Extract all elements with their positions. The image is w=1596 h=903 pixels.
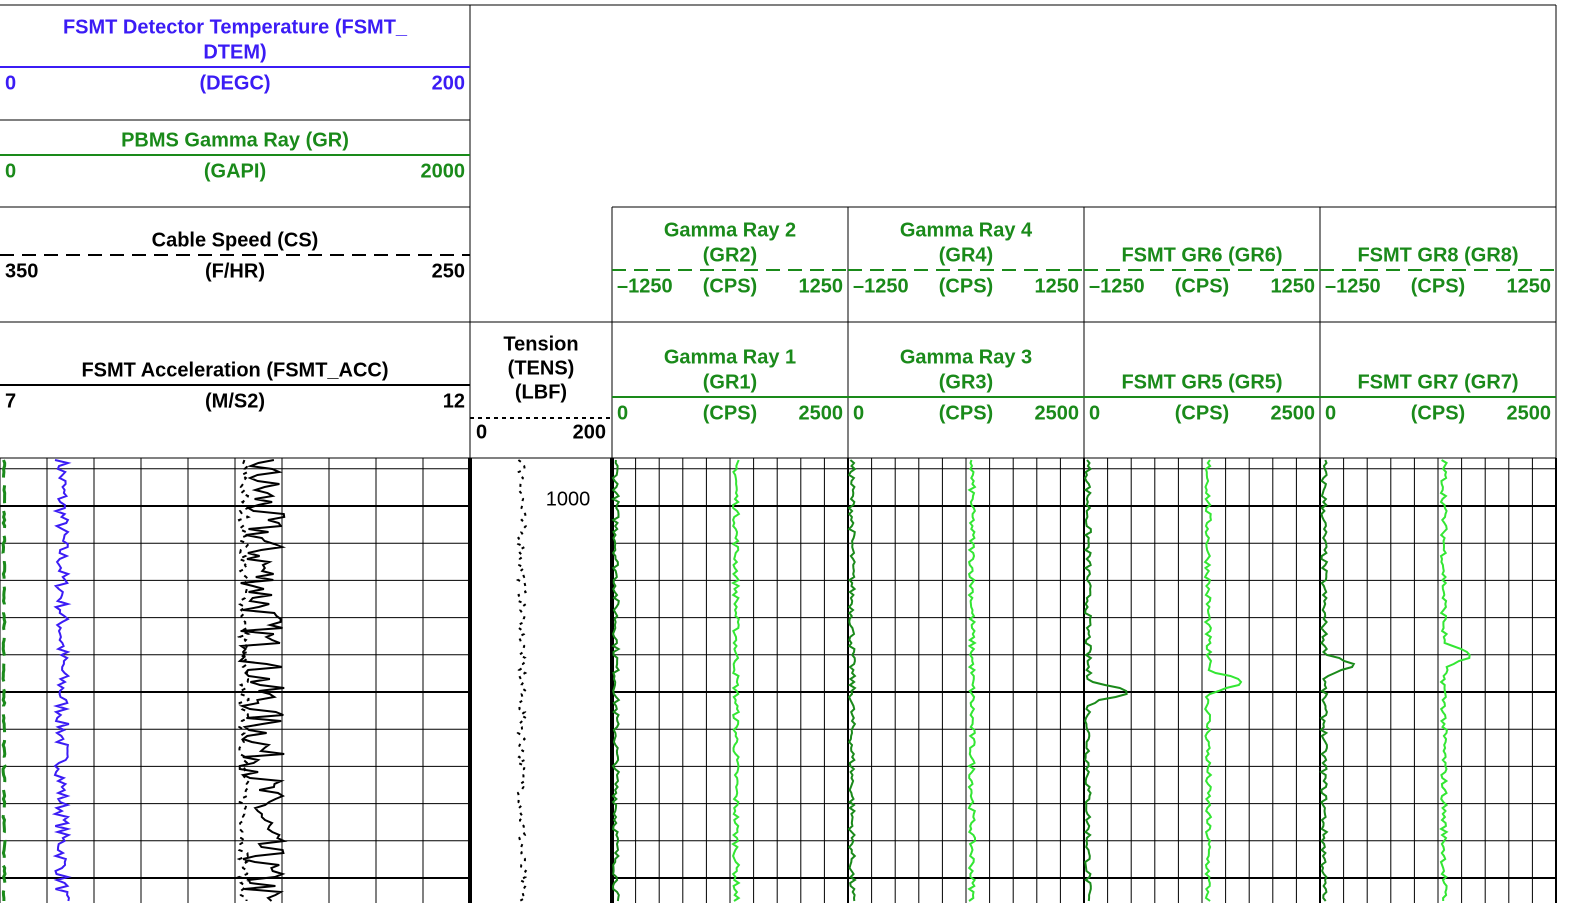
scale-right: 1250 xyxy=(1271,275,1316,297)
log-curve xyxy=(237,459,288,902)
header-title: Gamma Ray 2 xyxy=(664,219,796,241)
header-title: (GR4) xyxy=(939,244,993,266)
scale-left: –1250 xyxy=(1089,275,1145,297)
scale-right: 200 xyxy=(432,72,465,94)
log-curve xyxy=(847,459,857,902)
header-title: Tension xyxy=(503,333,578,355)
log-curve xyxy=(51,459,72,902)
scale-right: 12 xyxy=(443,390,465,412)
scale-left: 0 xyxy=(1089,402,1100,424)
header-title: Gamma Ray 1 xyxy=(664,346,796,368)
log-curve xyxy=(1319,459,1356,902)
header-title: (GR3) xyxy=(939,371,993,393)
scale-unit: (GAPI) xyxy=(204,160,266,182)
header-title: FSMT GR5 (GR5) xyxy=(1121,371,1282,393)
scale-left: 7 xyxy=(5,390,16,412)
scale-left: 350 xyxy=(5,260,38,282)
header-title: (GR1) xyxy=(703,371,757,393)
header-title: Gamma Ray 3 xyxy=(900,346,1032,368)
scale-unit: (F/HR) xyxy=(205,260,265,282)
scale-right: 2000 xyxy=(421,160,466,182)
log-curve xyxy=(731,459,741,902)
header-title: (LBF) xyxy=(515,381,567,403)
header-title: FSMT GR8 (GR8) xyxy=(1357,244,1518,266)
scale-unit: (CPS) xyxy=(1411,402,1465,424)
log-curve xyxy=(515,459,528,902)
scale-right: 250 xyxy=(432,260,465,282)
log-curve xyxy=(1,459,7,901)
header-title: Cable Speed (CS) xyxy=(152,229,319,251)
scale-left: 0 xyxy=(853,402,864,424)
scale-unit: (M/S2) xyxy=(205,390,265,412)
scale-right: 2500 xyxy=(799,402,844,424)
scale-left: 0 xyxy=(476,421,487,443)
scale-unit: (CPS) xyxy=(703,275,757,297)
header-title: FSMT Acceleration (FSMT_ACC) xyxy=(81,359,388,381)
header-title: FSMT GR6 (GR6) xyxy=(1121,244,1282,266)
scale-right: 1250 xyxy=(1507,275,1552,297)
scale-left: 0 xyxy=(5,72,16,94)
header-title: FSMT Detector Temperature (FSMT_ xyxy=(63,16,408,38)
scale-right: 1250 xyxy=(1035,275,1080,297)
header-title: Gamma Ray 4 xyxy=(900,219,1033,241)
scale-left: 0 xyxy=(5,160,16,182)
header-title: (TENS) xyxy=(508,357,575,379)
depth-label: 1000 xyxy=(546,488,591,510)
scale-right: 2500 xyxy=(1271,402,1316,424)
scale-right: 2500 xyxy=(1507,402,1552,424)
scale-left: 0 xyxy=(1325,402,1336,424)
log-curve xyxy=(967,459,977,902)
scale-unit: (DEGC) xyxy=(199,72,270,94)
log-curve xyxy=(1203,459,1243,902)
scale-left: –1250 xyxy=(617,275,673,297)
scale-left: –1250 xyxy=(1325,275,1381,297)
header-title: (GR2) xyxy=(703,244,757,266)
log-curve xyxy=(1439,459,1471,902)
scale-unit: (CPS) xyxy=(1175,275,1229,297)
scale-unit: (CPS) xyxy=(1175,402,1229,424)
scale-left: 0 xyxy=(617,402,628,424)
scale-left: –1250 xyxy=(853,275,909,297)
scale-unit: (CPS) xyxy=(939,402,993,424)
log-curve xyxy=(610,459,621,902)
scale-unit: (CPS) xyxy=(1411,275,1465,297)
scale-right: 2500 xyxy=(1035,402,1080,424)
scale-right: 1250 xyxy=(799,275,844,297)
header-title: DTEM) xyxy=(203,41,266,63)
log-curve xyxy=(1083,459,1128,902)
header-title: PBMS Gamma Ray (GR) xyxy=(121,129,349,151)
header-title: FSMT GR7 (GR7) xyxy=(1357,371,1518,393)
log-curve xyxy=(236,459,252,902)
scale-right: 200 xyxy=(573,421,606,443)
scale-unit: (CPS) xyxy=(703,402,757,424)
scale-unit: (CPS) xyxy=(939,275,993,297)
